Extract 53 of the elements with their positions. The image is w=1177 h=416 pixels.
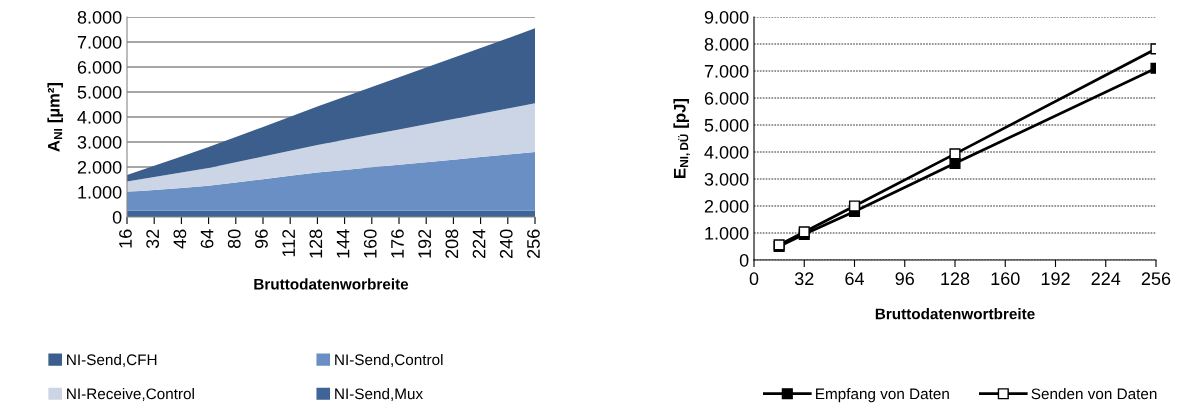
- x-tick-label: 208: [445, 229, 459, 259]
- y-tick-label: 3.000: [704, 172, 749, 186]
- x-tick-label: 192: [1041, 272, 1070, 286]
- y-tick-label: 2.000: [77, 160, 122, 174]
- x-tick-label: 80: [227, 229, 241, 249]
- legend-label: Senden von Daten: [1031, 388, 1157, 400]
- x-axis-title: Bruttodatenwortbreite: [875, 308, 1035, 320]
- x-tick-label: 128: [309, 229, 323, 258]
- x-tick-label: 224: [472, 229, 486, 259]
- x-axis-title: Bruttodatenworbreite: [254, 278, 409, 290]
- x-tick-label: 32: [146, 229, 160, 249]
- legend-label: NI-Send,Control: [335, 353, 443, 367]
- legend-label: NI-Receive,Control: [67, 388, 194, 402]
- y-tick-label: 7.000: [77, 35, 122, 49]
- legend-label: NI-Send,Mux: [335, 388, 423, 402]
- x-tick-label: 0: [749, 272, 759, 286]
- x-tick-label: 96: [895, 272, 914, 286]
- y-tick-label: 6.000: [77, 60, 122, 74]
- x-tick-label: 112: [282, 229, 295, 257]
- x-tick-label: 192: [418, 229, 432, 258]
- x-tick-label: 96: [255, 229, 268, 249]
- y-tick-label: 5.000: [77, 85, 122, 99]
- x-tick-label: 64: [845, 272, 865, 286]
- x-tick-label: 224: [1091, 272, 1121, 285]
- x-tick-label: 160: [363, 229, 377, 258]
- y-tick-label: 9.000: [704, 10, 749, 24]
- x-tick-label: 16: [119, 229, 132, 248]
- y-tick-label: 6.000: [704, 91, 749, 105]
- x-tick-label: 256: [527, 229, 540, 259]
- x-tick-label: 176: [391, 229, 404, 258]
- x-tick-label: 128: [941, 272, 970, 286]
- y-tick-label: 4.000: [77, 110, 122, 124]
- y-tick-label: 3.000: [77, 135, 122, 149]
- y-tick-label: 1.000: [78, 185, 122, 199]
- legend-label: Empfang von Daten: [816, 388, 949, 403]
- x-tick-label: 32: [794, 272, 814, 286]
- y-tick-label: 2.000: [704, 199, 749, 213]
- y-axis-title: A$_{NI}$ [µm²]: [47, 83, 63, 152]
- y-tick-label: 8.000: [704, 37, 749, 51]
- y-tick-label: 1.000: [705, 226, 749, 240]
- x-tick-label: 256: [1141, 272, 1171, 286]
- y-tick-label: 0: [112, 210, 122, 224]
- x-tick-label: 144: [336, 229, 350, 258]
- y-tick-label: 8.000: [77, 10, 122, 24]
- legend-label: NI-Send,CFH: [67, 353, 157, 367]
- x-tick-label: 160: [991, 272, 1020, 286]
- y-tick-label: 7.000: [704, 64, 749, 78]
- y-tick-label: 4.000: [704, 145, 749, 159]
- y-axis-title: E$_{NI,DÜ}$ [pJ]: [673, 99, 690, 178]
- x-tick-label: 48: [173, 229, 187, 249]
- x-tick-label: 64: [200, 229, 214, 248]
- x-tick-label: 240: [499, 229, 513, 259]
- y-tick-label: 5.000: [704, 118, 749, 132]
